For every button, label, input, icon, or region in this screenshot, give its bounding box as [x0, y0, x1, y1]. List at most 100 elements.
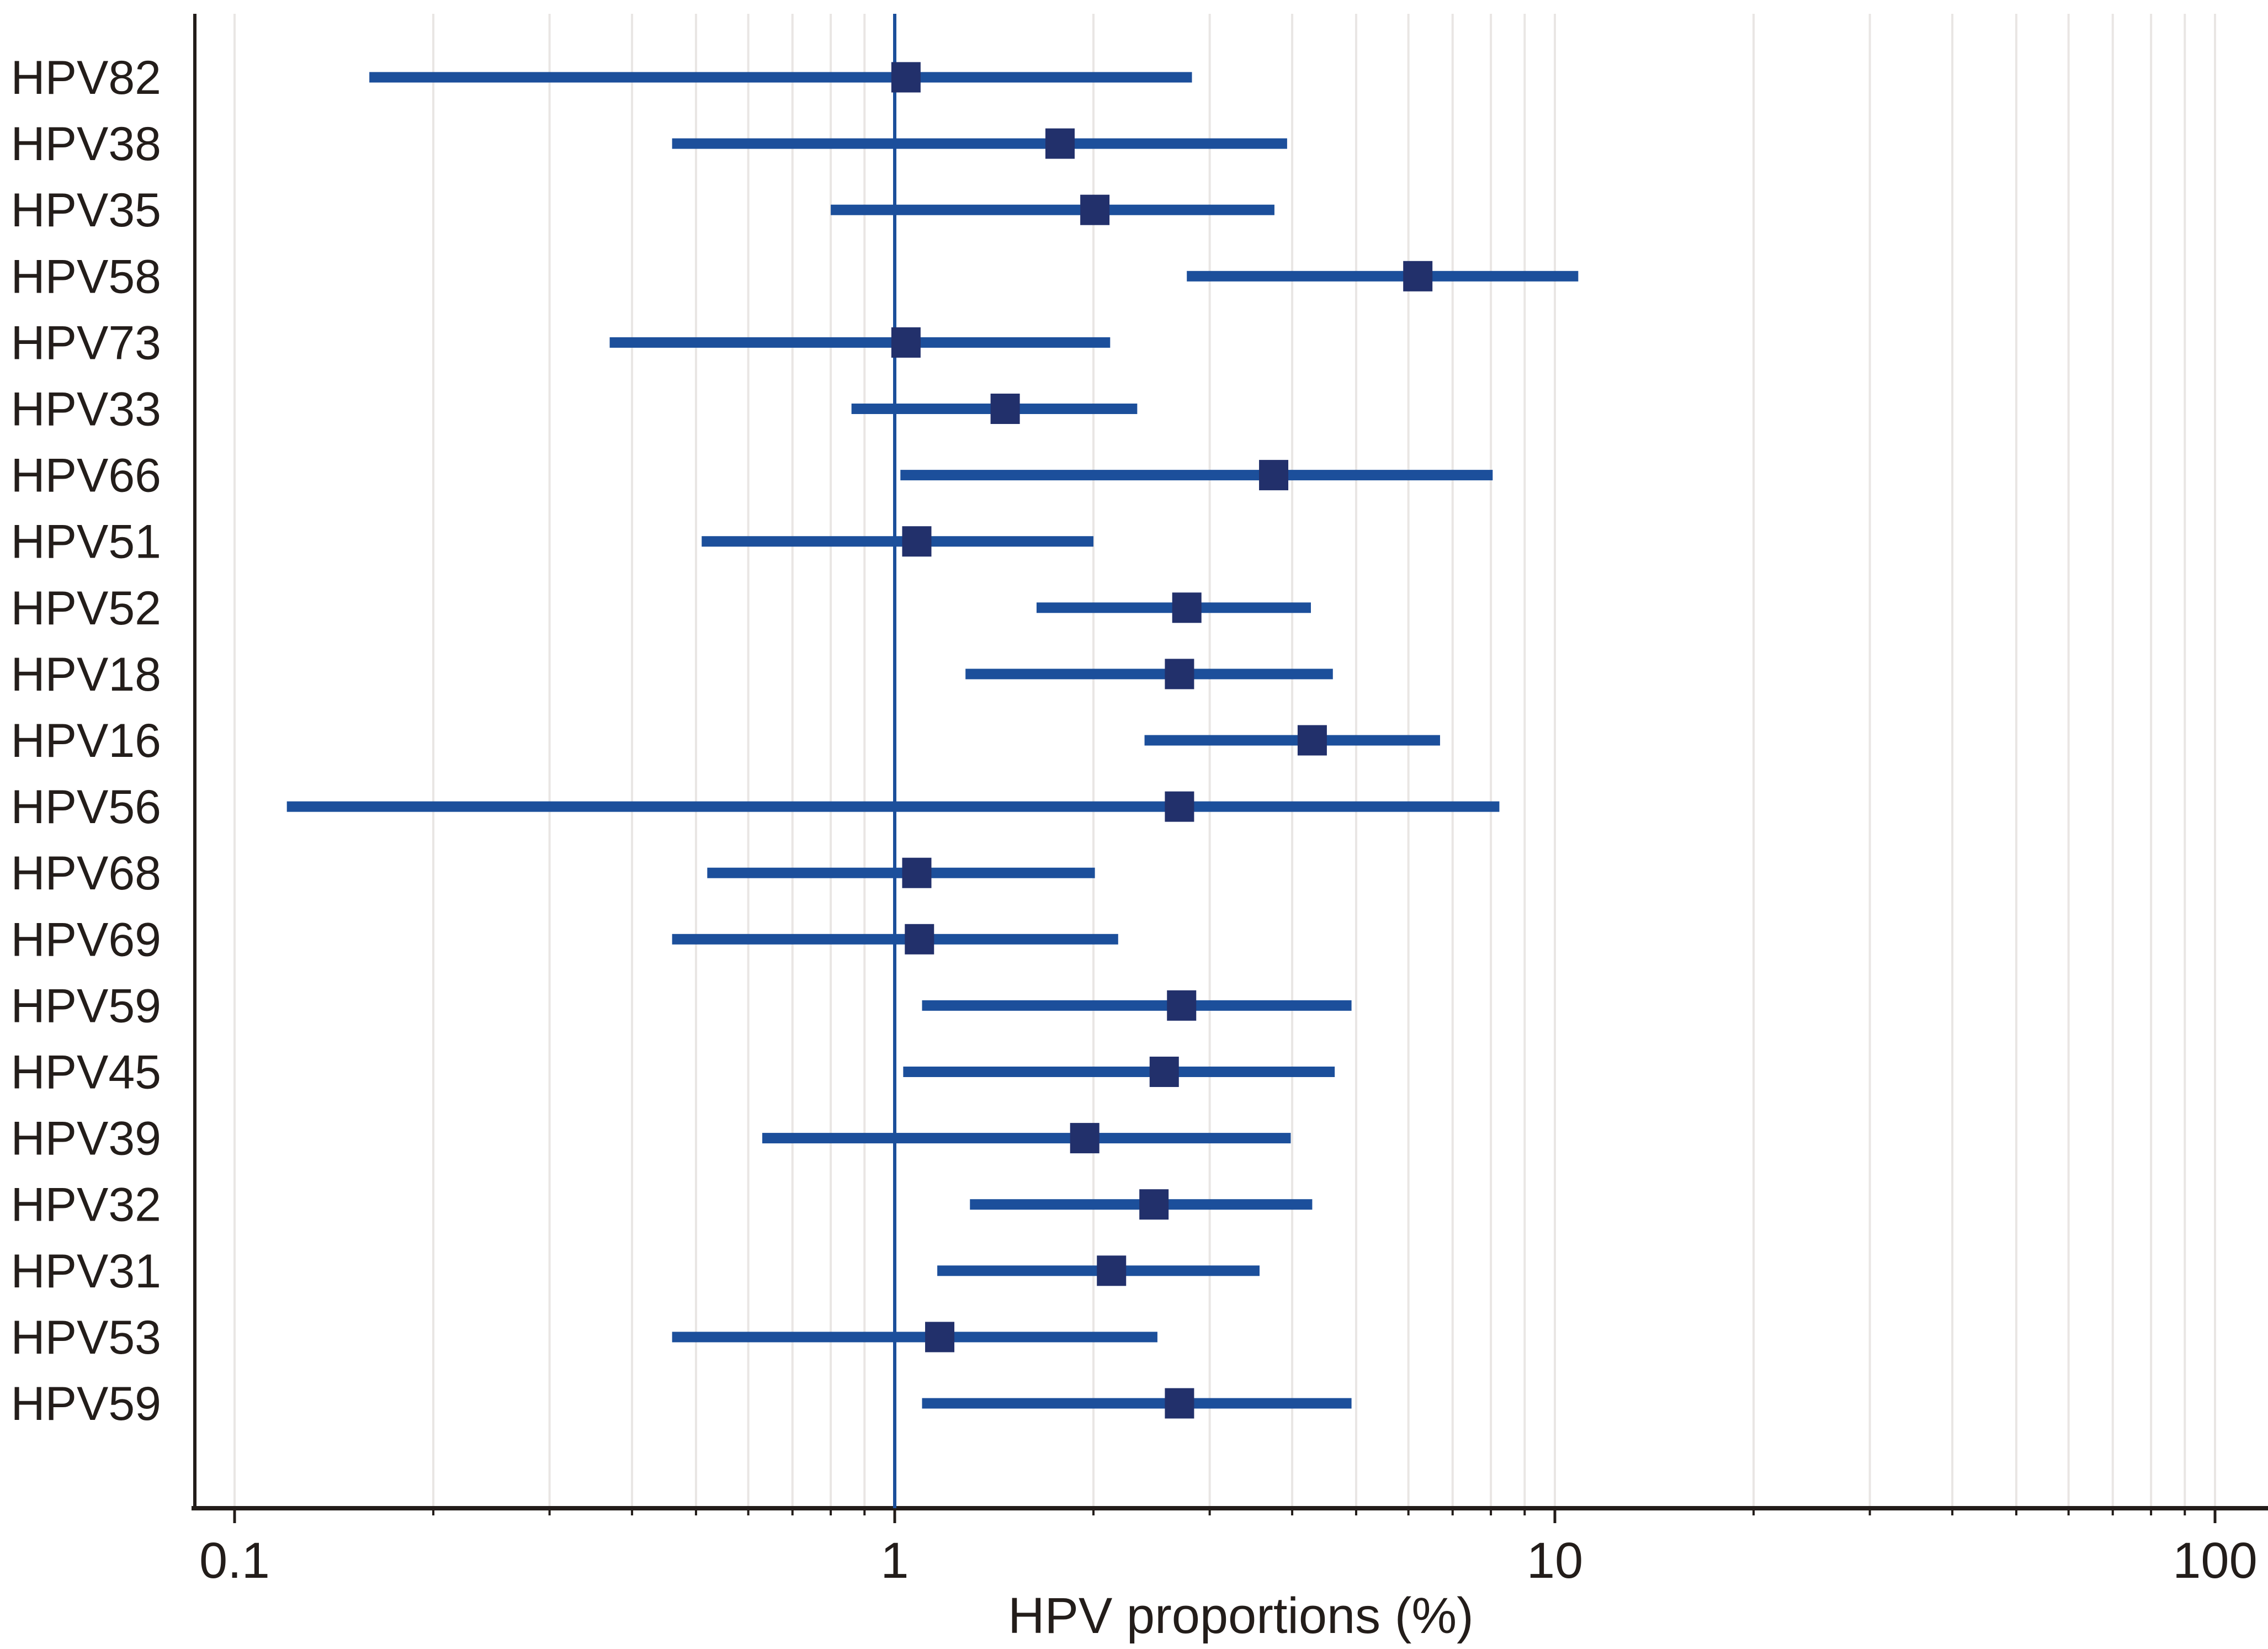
gridline [1407, 14, 1410, 1508]
row-label: HPV18 [11, 648, 162, 701]
gridline [863, 14, 866, 1508]
row-label: HPV56 [11, 781, 162, 834]
x-tick-minor [1752, 1508, 1755, 1515]
x-tick-minor [2184, 1508, 2186, 1515]
ci-line [903, 1067, 1335, 1077]
x-tick-minor [1451, 1508, 1454, 1515]
point-marker [1403, 261, 1433, 291]
forest-row: HPV58 [11, 250, 1579, 303]
x-tick-minor [2067, 1508, 2070, 1515]
x-tick-minor [631, 1508, 634, 1515]
forest-row: HPV39 [11, 1112, 1291, 1165]
x-tick-minor [747, 1508, 750, 1515]
ci-line [1187, 271, 1579, 282]
x-tick-label-0.1: 0.1 [199, 1533, 270, 1589]
x-axis-tick-labels: 0.1 1 10 100 [199, 1533, 2258, 1589]
forest-row: HPV56 [11, 781, 1500, 834]
x-tick-major [233, 1508, 236, 1523]
gridline [791, 14, 794, 1508]
row-label: HPV35 [11, 184, 162, 237]
x-tick-minor [2111, 1508, 2114, 1515]
point-marker [891, 327, 921, 358]
gridline [1523, 14, 1526, 1508]
x-tick-minor [1407, 1508, 1410, 1515]
x-tick-minor [1868, 1508, 1871, 1515]
forest-row: HPV82 [11, 51, 1192, 104]
ci-line [707, 867, 1095, 878]
x-axis-ticks [233, 1508, 2217, 1523]
gridline [2214, 14, 2216, 1508]
forest-row: HPV38 [11, 118, 1287, 171]
gridline [2015, 14, 2017, 1508]
gridline [1208, 14, 1211, 1508]
x-tick-minor [830, 1508, 832, 1515]
gridline [747, 14, 750, 1508]
gridline [2184, 14, 2186, 1508]
gridline [2111, 14, 2114, 1508]
forest-row: HPV69 [11, 913, 1118, 966]
row-label: HPV31 [11, 1245, 162, 1298]
gridline [1752, 14, 1755, 1508]
row-label: HPV53 [11, 1311, 162, 1364]
x-tick-major [893, 1508, 896, 1523]
x-tick-minor [2015, 1508, 2017, 1515]
x-tick-minor [1490, 1508, 1492, 1515]
x-tick-minor [432, 1508, 435, 1515]
gridline [1451, 14, 1454, 1508]
ci-line [672, 1332, 1157, 1343]
ci-line [672, 138, 1287, 149]
x-tick-minor [1951, 1508, 1954, 1515]
ci-line [672, 934, 1118, 945]
ci-line [369, 72, 1192, 83]
gridline [1554, 14, 1556, 1508]
forest-row: HPV33 [11, 383, 1138, 436]
x-tick-major [2213, 1508, 2217, 1523]
axes [192, 14, 2268, 1510]
row-label: HPV66 [11, 449, 162, 502]
point-marker [902, 857, 932, 888]
forest-row: HPV73 [11, 316, 1111, 369]
ci-line [286, 801, 1500, 812]
gridline [830, 14, 832, 1508]
forest-row: HPV45 [11, 1046, 1335, 1099]
gridline [2150, 14, 2153, 1508]
forest-row: HPV68 [11, 847, 1095, 900]
x-tick-minor [2150, 1508, 2153, 1515]
ci-line [922, 1000, 1352, 1011]
gridline [2067, 14, 2070, 1508]
x-tick-minor [1208, 1508, 1211, 1515]
x-axis-line [192, 1506, 2268, 1510]
forest-row: HPV18 [11, 648, 1333, 701]
forest-row: HPV66 [11, 449, 1493, 502]
ci-line [1144, 735, 1440, 746]
row-label: HPV82 [11, 51, 162, 104]
x-tick-major [1553, 1508, 1557, 1523]
point-marker [891, 62, 921, 93]
x-tick-minor [1092, 1508, 1095, 1515]
row-label: HPV16 [11, 714, 162, 767]
row-label: HPV51 [11, 516, 162, 569]
gridline [233, 14, 236, 1508]
gridline [1490, 14, 1492, 1508]
forest-row: HPV59 [11, 1377, 1352, 1430]
point-marker [1167, 990, 1197, 1021]
row-label: HPV32 [11, 1179, 162, 1232]
x-tick-minor [694, 1508, 697, 1515]
point-marker [1139, 1189, 1169, 1220]
point-marker [1259, 460, 1289, 491]
point-marker [1045, 128, 1075, 159]
x-tick-minor [1523, 1508, 1526, 1515]
gridline [1868, 14, 1871, 1508]
point-marker [1080, 194, 1110, 225]
forest-row: HPV53 [11, 1311, 1157, 1364]
row-label: HPV39 [11, 1112, 162, 1165]
point-marker [1172, 592, 1202, 623]
gridline [1355, 14, 1357, 1508]
point-marker [905, 924, 934, 955]
x-tick-label-1: 1 [880, 1533, 909, 1589]
ci-line [900, 470, 1493, 481]
x-tick-minor [863, 1508, 866, 1515]
ci-line [922, 1398, 1352, 1409]
gridline [1951, 14, 1954, 1508]
